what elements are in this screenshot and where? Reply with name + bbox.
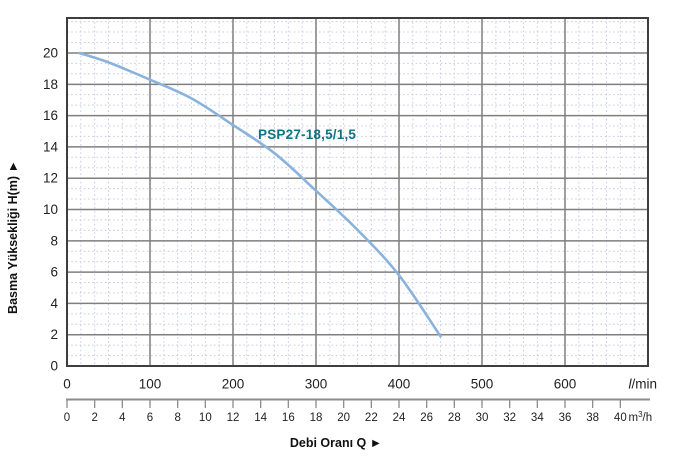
x-m3h-tick-label: 30 [476,412,489,424]
x-m3h-tick-label: 28 [448,412,461,424]
x-m3h-tick-label: 12 [227,412,240,424]
x-m3h-tick-label: 4 [119,412,126,424]
x-m3h-tick-label: 2 [91,412,97,424]
y-tick-label: 20 [43,46,58,61]
curve-series-label: PSP27-18,5/1,5 [258,127,356,142]
y-tick-label: 4 [50,296,58,311]
x-m3h-tick-label: 34 [531,412,544,424]
x-m3h-tick-label: 36 [559,412,572,424]
x-axis-title: Debi Oranı Q ► [290,436,382,450]
x-m3h-tick-label: 6 [147,412,153,424]
x-m3h-tick-label: 16 [282,412,295,424]
x-lmin-tick-label: 600 [554,377,577,392]
major-grid [67,18,648,366]
y-axis-tick-labels: 0 2 4 6 8 10 12 14 16 18 20 [43,46,59,374]
x-m3h-tick-label: 22 [365,412,378,424]
x-axis-m3h-ruler [66,398,650,408]
x-m3h-tick-label: 32 [503,412,516,424]
x-m3h-tick-label: 14 [254,412,267,424]
x-m3h-tick-label: 40 [614,412,627,424]
x-m3h-tick-label: 26 [420,412,433,424]
x-m3h-tick-label: 20 [337,412,350,424]
x-m3h-tick-label: 0 [64,412,70,424]
y-axis-title: Basma Yüksekliği H(m) ► [6,160,20,314]
pump-curve [78,51,442,338]
x-m3h-tick-label: 18 [310,412,323,424]
x-lmin-tick-label: 400 [388,377,411,392]
plot-border [66,17,649,367]
x-m3h-unit-label: m3/h [629,410,653,424]
x-lmin-tick-label: 100 [139,377,162,392]
x-m3h-tick-label: 8 [174,412,180,424]
curve-layer [78,51,442,338]
minor-grid [67,18,648,366]
x-axis-m3h-tick-labels: 0 2 4 6 8 10 12 14 16 18 20 22 24 26 28 30 32 34 36 38 40 m3/… [64,410,652,424]
y-tick-label: 8 [50,233,58,248]
y-tick-label: 14 [43,139,59,154]
y-tick-label: 2 [50,327,58,342]
x-lmin-tick-label: 300 [305,377,328,392]
x-m3h-tick-label: 24 [393,412,406,424]
x-m3h-tick-label: 10 [199,412,212,424]
y-tick-label: 0 [50,359,58,374]
y-tick-label: 12 [43,171,58,186]
x-lmin-unit-label: l/min [628,377,657,392]
y-tick-label: 6 [50,265,58,280]
x-lmin-tick-label: 500 [471,377,494,392]
x-axis-lmin-tick-labels: 0 100 200 300 400 500 600 l/min [63,377,657,392]
y-tick-label: 18 [43,77,58,92]
y-tick-label: 10 [43,202,58,217]
x-lmin-tick-label: 0 [63,377,71,392]
x-lmin-tick-label: 200 [222,377,245,392]
y-tick-label: 16 [43,108,58,123]
x-m3h-tick-label: 38 [586,412,599,424]
